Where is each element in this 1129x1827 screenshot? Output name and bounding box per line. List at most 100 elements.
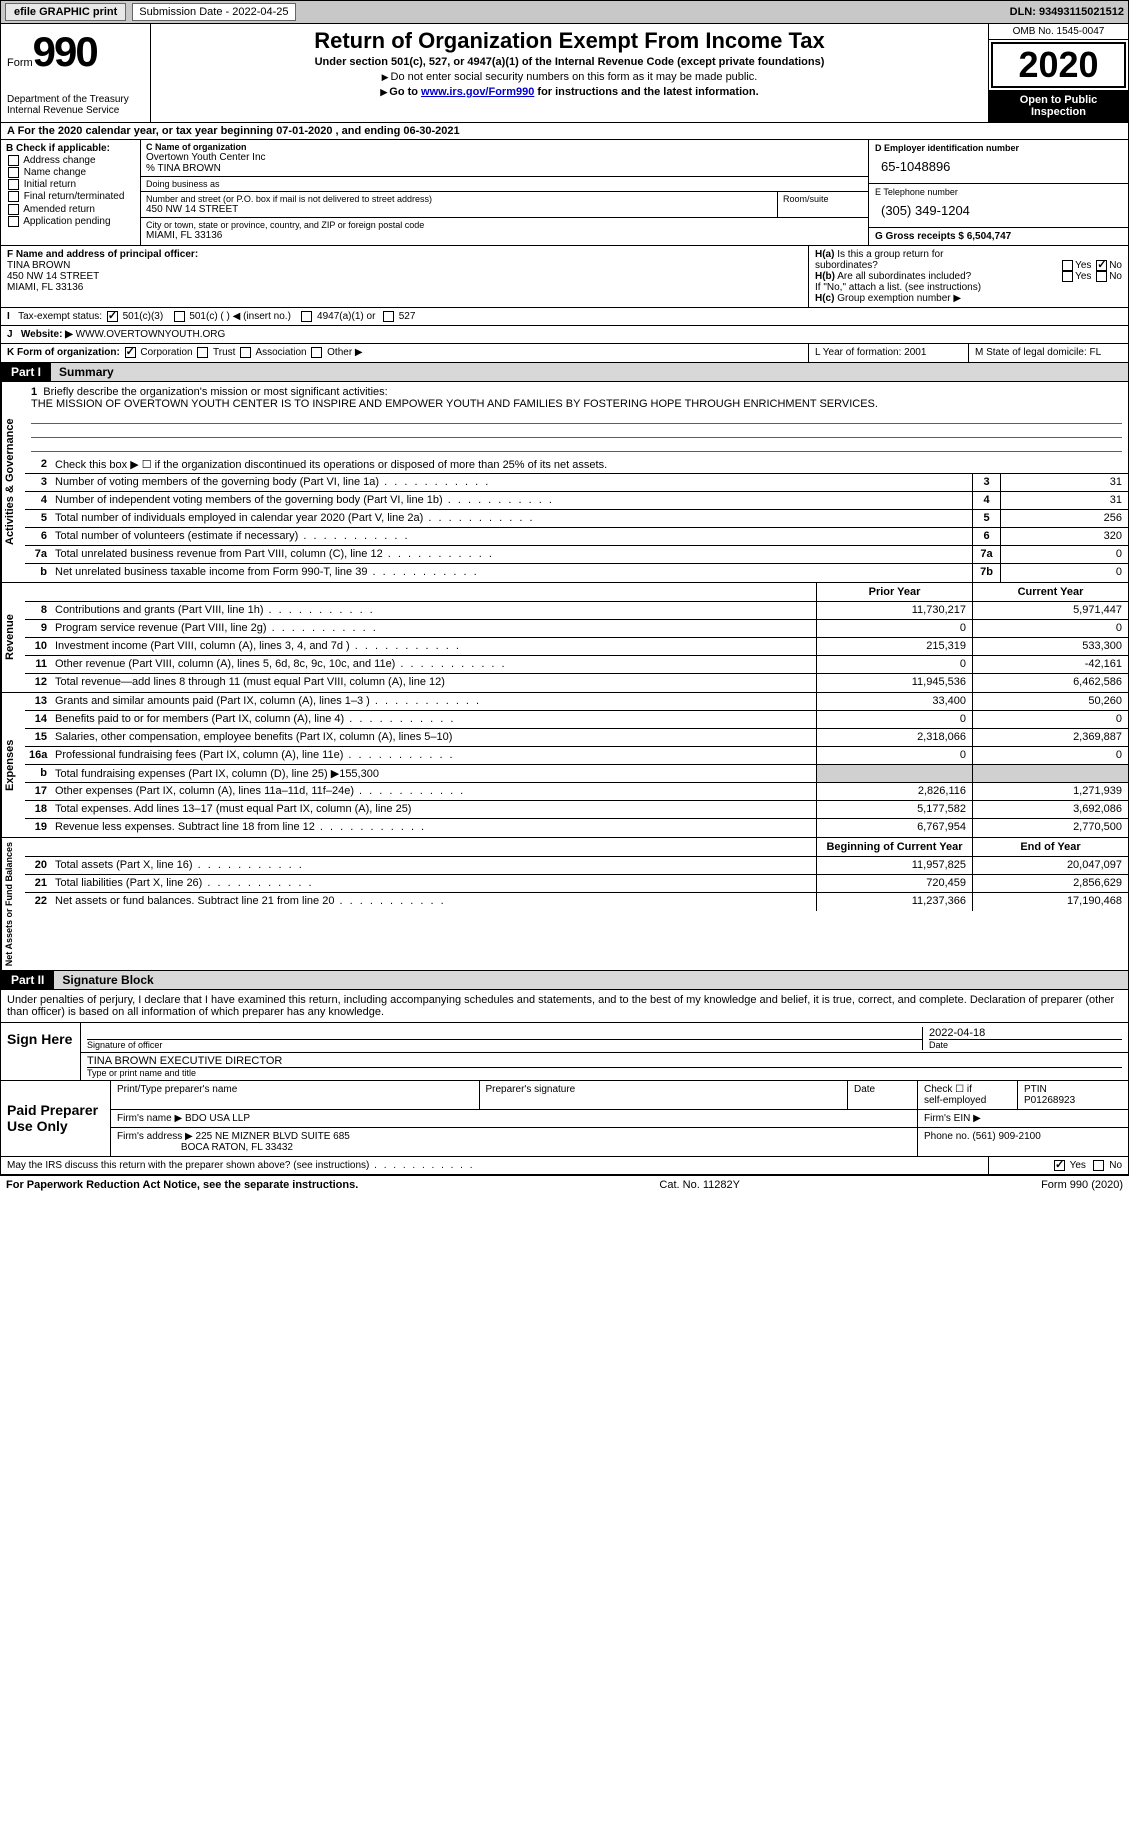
check-527[interactable] <box>383 311 394 322</box>
efile-print-button[interactable]: efile GRAPHIC print <box>5 3 126 21</box>
officer-name-label: Type or print name and title <box>87 1068 1122 1078</box>
street-label: Number and street (or P.O. box if mail i… <box>146 194 772 204</box>
side-expenses: Expenses <box>1 693 25 837</box>
phone-value: (305) 349-1204 <box>875 197 1122 224</box>
cy-val: 2,770,500 <box>972 819 1128 837</box>
line-num: 4 <box>25 492 51 509</box>
check-initial-return[interactable] <box>8 179 19 190</box>
check-pending[interactable] <box>8 216 19 227</box>
check-other[interactable] <box>311 347 322 358</box>
irs-link[interactable]: www.irs.gov/Form990 <box>421 86 534 98</box>
revenue-section: Revenue Prior YearCurrent Year 8Contribu… <box>0 583 1129 693</box>
cy-val: 5,971,447 <box>972 602 1128 619</box>
ha-yes[interactable] <box>1062 260 1073 271</box>
cy-val: 6,462,586 <box>972 674 1128 692</box>
omb-number: OMB No. 1545-0047 <box>989 24 1128 40</box>
line-desc: Other expenses (Part IX, column (A), lin… <box>51 783 816 800</box>
py-val: 215,319 <box>816 638 972 655</box>
line-desc: Other revenue (Part VIII, column (A), li… <box>51 656 816 673</box>
cy-val: 0 <box>972 620 1128 637</box>
rule-line <box>31 424 1122 438</box>
check-address-change[interactable] <box>8 155 19 166</box>
hb-label: Are all subordinates included? <box>837 271 971 282</box>
info-block: B Check if applicable: Address change Na… <box>0 140 1129 246</box>
dba-label: Doing business as <box>146 179 863 189</box>
line-box: 6 <box>972 528 1000 545</box>
website-label: Website: ▶ <box>21 329 73 340</box>
hdr-prior: Prior Year <box>816 583 972 601</box>
hb-no[interactable] <box>1096 271 1107 282</box>
firm-addr1: 225 NE MIZNER BLVD SUITE 685 <box>196 1131 350 1142</box>
line-num: 10 <box>25 638 51 655</box>
sig-date-label: Date <box>929 1040 1122 1050</box>
tax-period: A For the 2020 calendar year, or tax yea… <box>0 123 1129 140</box>
part-1-header: Part I Summary <box>0 363 1129 382</box>
tax-year: 2020 <box>991 42 1126 88</box>
preparer-block: Paid Preparer Use Only Print/Type prepar… <box>0 1081 1129 1157</box>
hb-yes[interactable] <box>1062 271 1073 282</box>
line-num: 3 <box>25 474 51 491</box>
org-name-label: C Name of organization <box>146 142 863 152</box>
suite-label: Room/suite <box>783 194 863 204</box>
opt-trust: Trust <box>213 348 235 359</box>
check-501c[interactable] <box>174 311 185 322</box>
preparer-label: Paid Preparer Use Only <box>1 1081 111 1156</box>
cy-shade <box>972 765 1128 782</box>
cy-val: 0 <box>972 747 1128 764</box>
line-val: 0 <box>1000 546 1128 563</box>
sign-here-label: Sign Here <box>1 1023 81 1080</box>
ein-label: D Employer identification number <box>875 143 1122 153</box>
part-1-tag: Part I <box>1 363 51 381</box>
ha-no[interactable] <box>1096 260 1107 271</box>
prep-h4a: Check ☐ if <box>924 1084 972 1095</box>
hdr-beg: Beginning of Current Year <box>816 838 972 856</box>
line-desc: Program service revenue (Part VIII, line… <box>51 620 816 637</box>
check-501c3[interactable] <box>107 311 118 322</box>
check-corp[interactable] <box>125 347 136 358</box>
officer-name-printed: TINA BROWN EXECUTIVE DIRECTOR <box>87 1055 1122 1067</box>
opt-other: Other ▶ <box>327 348 362 359</box>
line-desc: Revenue less expenses. Subtract line 18 … <box>51 819 816 837</box>
check-4947[interactable] <box>301 311 312 322</box>
tax-status-label: Tax-exempt status: <box>18 311 102 322</box>
rule-line <box>31 438 1122 452</box>
line-num: 6 <box>25 528 51 545</box>
care-of: % TINA BROWN <box>146 163 863 174</box>
line-desc: Total assets (Part X, line 16) <box>51 857 816 874</box>
hdr-end: End of Year <box>972 838 1128 856</box>
discuss-no[interactable] <box>1093 1160 1104 1171</box>
part-2-label: Signature Block <box>54 971 1128 989</box>
check-final-return[interactable] <box>8 191 19 202</box>
check-label-0: Address change <box>23 155 95 166</box>
line-num: 19 <box>25 819 51 837</box>
check-label-5: Application pending <box>23 216 110 227</box>
note-goto-post: for instructions and the latest informat… <box>534 86 758 98</box>
org-name: Overtown Youth Center Inc <box>146 152 863 163</box>
line-val: 256 <box>1000 510 1128 527</box>
discuss-yes[interactable] <box>1054 1160 1065 1171</box>
page-footer: For Paperwork Reduction Act Notice, see … <box>0 1175 1129 1194</box>
website-value: WWW.OVERTOWNYOUTH.ORG <box>76 329 226 340</box>
prep-h5: PTIN <box>1024 1084 1047 1095</box>
line-val: 31 <box>1000 474 1128 491</box>
py-val: 11,237,366 <box>816 893 972 911</box>
check-amended[interactable] <box>8 204 19 215</box>
line-num: 12 <box>25 674 51 692</box>
cy-val: 1,271,939 <box>972 783 1128 800</box>
hdr-current: Current Year <box>972 583 1128 601</box>
line-num: 5 <box>25 510 51 527</box>
line-desc: Total unrelated business revenue from Pa… <box>51 546 972 563</box>
line-num: 21 <box>25 875 51 892</box>
cy-val: 20,047,097 <box>972 857 1128 874</box>
check-name-change[interactable] <box>8 167 19 178</box>
side-governance: Activities & Governance <box>1 382 25 582</box>
opt-527: 527 <box>399 311 416 322</box>
check-assoc[interactable] <box>240 347 251 358</box>
line-box: 4 <box>972 492 1000 509</box>
check-trust[interactable] <box>197 347 208 358</box>
side-net-assets: Net Assets or Fund Balances <box>1 838 25 970</box>
line-desc: Total revenue—add lines 8 through 11 (mu… <box>51 674 816 692</box>
line-box: 5 <box>972 510 1000 527</box>
declaration-text: Under penalties of perjury, I declare th… <box>1 990 1128 1022</box>
firm-ein-label: Firm's EIN ▶ <box>918 1110 1128 1127</box>
